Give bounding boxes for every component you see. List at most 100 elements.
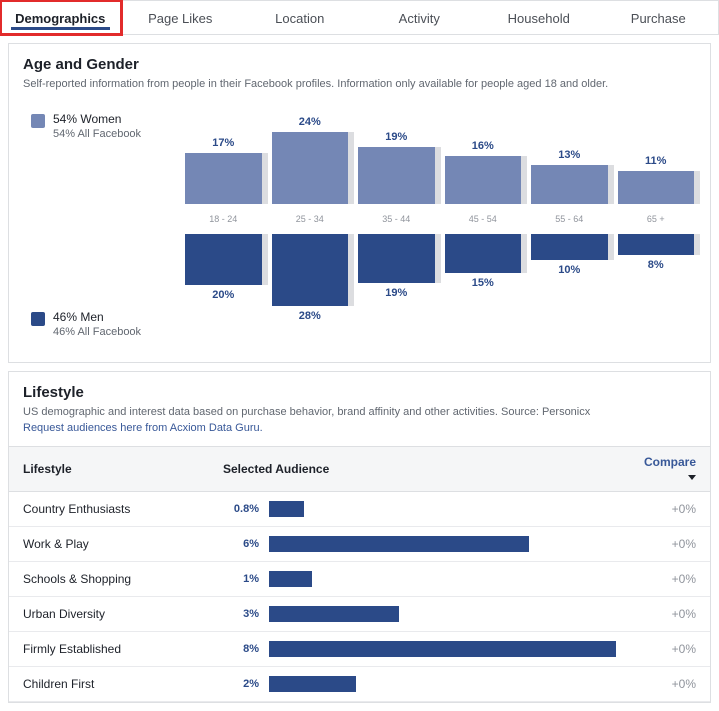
legend-men: 46% Men 46% All Facebook [31, 310, 185, 338]
swatch-women [31, 114, 45, 128]
lifestyle-percent: 8% [223, 643, 259, 655]
bar [445, 234, 522, 273]
bar [272, 132, 349, 204]
bar-group: 19% [358, 234, 435, 299]
lifestyle-percent: 3% [223, 608, 259, 620]
lifestyle-bar-cell: 0.8% [209, 492, 630, 527]
table-row[interactable]: Firmly Established8%+0% [9, 632, 710, 667]
legend-women-sublabel: 54% All Facebook [53, 128, 141, 140]
bar-group: 15% [445, 234, 522, 289]
bar-percent-label: 17% [212, 137, 234, 149]
lifestyle-delta: +0% [630, 632, 710, 667]
bar-group: 24% [272, 116, 349, 204]
bar [531, 165, 608, 204]
lifestyle-bar-cell: 8% [209, 632, 630, 667]
age-bucket-label: 35 - 44 [358, 210, 435, 228]
lifestyle-bar-cell: 6% [209, 527, 630, 562]
bar-group: 10% [531, 234, 608, 276]
age-gender-subtitle: Self-reported information from people in… [23, 77, 696, 92]
lifestyle-delta: +0% [630, 667, 710, 702]
bar [618, 234, 695, 255]
lifestyle-delta: +0% [630, 597, 710, 632]
age-bucket-label: 55 - 64 [531, 210, 608, 228]
bar-percent-label: 16% [472, 140, 494, 152]
bar-group: 28% [272, 234, 349, 322]
lifestyle-table: Lifestyle Selected Audience Compare Coun… [9, 446, 710, 702]
col-selected-audience[interactable]: Selected Audience [209, 447, 630, 492]
lifestyle-percent: 6% [223, 538, 259, 550]
lifestyle-subtitle-text: US demographic and interest data based o… [23, 406, 590, 418]
lifestyle-panel: Lifestyle US demographic and interest da… [8, 371, 711, 703]
lifestyle-bar [269, 641, 616, 657]
legend-men-label: 46% Men [53, 310, 141, 324]
age-bucket-label: 45 - 54 [445, 210, 522, 228]
lifestyle-subtitle: US demographic and interest data based o… [23, 405, 696, 436]
lifestyle-bar [269, 606, 399, 622]
lifestyle-bar [269, 676, 356, 692]
tab-activity[interactable]: Activity [360, 1, 480, 34]
legend-women: 54% Women 54% All Facebook [31, 112, 185, 140]
table-row[interactable]: Children First2%+0% [9, 667, 710, 702]
lifestyle-name: Schools & Shopping [9, 562, 209, 597]
tabs-bar: DemographicsPage LikesLocationActivityHo… [0, 0, 719, 35]
bar-group: 11% [618, 155, 695, 204]
lifestyle-bar [269, 571, 312, 587]
lifestyle-delta: +0% [630, 562, 710, 597]
legend-women-label: 54% Women [53, 112, 141, 126]
tab-demographics[interactable]: Demographics [1, 1, 121, 34]
bar [358, 147, 435, 204]
bar-group: 13% [531, 149, 608, 204]
bar [445, 156, 522, 204]
age-bucket-label: 18 - 24 [185, 210, 262, 228]
lifestyle-bar-cell: 2% [209, 667, 630, 702]
tab-location[interactable]: Location [240, 1, 360, 34]
age-bucket-label: 65 + [618, 210, 695, 228]
bar-group: 20% [185, 234, 262, 301]
lifestyle-bar-cell: 3% [209, 597, 630, 632]
tab-purchase[interactable]: Purchase [599, 1, 719, 34]
bar-percent-label: 28% [299, 310, 321, 322]
age-gender-chart: 54% Women 54% All Facebook 17% 24% 19% 16% 1… [9, 102, 710, 362]
bar [531, 234, 608, 260]
lifestyle-bar [269, 536, 529, 552]
table-row[interactable]: Urban Diversity 3% +0% [9, 597, 710, 632]
lifestyle-name: Urban Diversity [9, 597, 209, 632]
bar-percent-label: 19% [385, 287, 407, 299]
lifestyle-percent: 1% [223, 573, 259, 585]
lifestyle-title: Lifestyle [23, 384, 696, 401]
table-row[interactable]: Country Enthusiasts0.8%+0% [9, 492, 710, 527]
lifestyle-name: Work & Play [9, 527, 209, 562]
col-compare-label: Compare [644, 455, 696, 469]
bar-group: 16% [445, 140, 522, 204]
bar [272, 234, 349, 306]
bar [185, 153, 262, 204]
age-bucket-label: 25 - 34 [272, 210, 349, 228]
bar-group: 8% [618, 234, 695, 271]
col-compare[interactable]: Compare [630, 447, 710, 492]
tab-page-likes[interactable]: Page Likes [121, 1, 241, 34]
bar-percent-label: 11% [645, 155, 666, 167]
tab-household[interactable]: Household [479, 1, 599, 34]
lifestyle-percent: 0.8% [223, 503, 259, 515]
bar-percent-label: 24% [299, 116, 321, 128]
chevron-down-icon [688, 475, 696, 480]
bar [358, 234, 435, 283]
col-lifestyle[interactable]: Lifestyle [9, 447, 209, 492]
bar [618, 171, 695, 204]
bar-percent-label: 8% [648, 259, 664, 271]
age-gender-panel: Age and Gender Self-reported information… [8, 43, 711, 363]
table-row[interactable]: Schools & Shopping 1% +0% [9, 562, 710, 597]
table-row[interactable]: Work & Play 6% +0% [9, 527, 710, 562]
lifestyle-bar [269, 501, 304, 517]
lifestyle-name: Country Enthusiasts [9, 492, 209, 527]
bar-percent-label: 20% [212, 289, 234, 301]
lifestyle-bar-cell: 1% [209, 562, 630, 597]
bar-percent-label: 19% [385, 131, 407, 143]
bar-percent-label: 15% [472, 277, 494, 289]
swatch-men [31, 312, 45, 326]
lifestyle-name: Children First [9, 667, 209, 702]
bar-group: 17% [185, 137, 262, 204]
lifestyle-delta: +0% [630, 527, 710, 562]
lifestyle-request-link[interactable]: Request audiences here from Acxiom Data … [23, 422, 263, 434]
legend-men-sublabel: 46% All Facebook [53, 326, 141, 338]
